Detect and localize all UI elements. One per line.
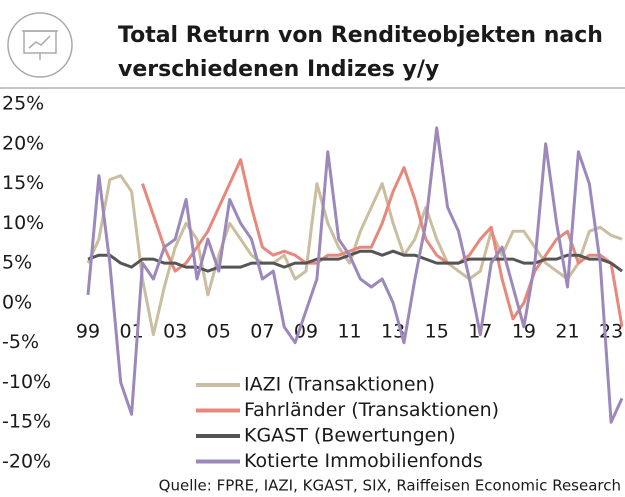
y-tick-label: 5% — [2, 252, 32, 274]
y-tick-label: 0% — [2, 291, 32, 313]
legend-label: IAZI (Transaktionen) — [244, 374, 435, 396]
chart-title: Total Return von Renditeobjekten nach — [118, 23, 603, 48]
x-tick-label: 01 — [119, 320, 143, 342]
series-line — [86, 126, 624, 424]
x-tick-label: 19 — [512, 320, 536, 342]
x-tick-label: 03 — [163, 320, 187, 342]
y-tick-label: 20% — [2, 132, 44, 154]
y-tick-label: 15% — [2, 172, 44, 194]
series-line — [86, 174, 623, 337]
x-tick-label: 21 — [555, 320, 579, 342]
y-tick-label: -5% — [2, 331, 39, 353]
source: Quelle: FPRE, IAZI, KGAST, SIX, Raiffeis… — [159, 477, 621, 495]
legend-label: Fahrländer (Transaktionen) — [244, 399, 499, 421]
legend-label: Kotierte Immobilienfonds — [244, 450, 483, 472]
y-tick-label: 25% — [2, 93, 44, 115]
x-tick-label: 11 — [337, 320, 361, 342]
y-tick-label: 10% — [2, 212, 44, 234]
x-tick-label: 07 — [250, 320, 274, 342]
legend-label: KGAST (Bewertungen) — [244, 425, 456, 447]
chart-title: verschiedenen Indizes y/y — [118, 57, 439, 82]
y-tick-label: -20% — [2, 451, 51, 473]
x-tick-label: 23 — [599, 320, 623, 342]
series-line — [87, 249, 623, 273]
y-tick-label: -10% — [2, 371, 51, 393]
icon — [7, 12, 73, 78]
x-tick-label: 15 — [425, 320, 449, 342]
x-tick-label: 05 — [207, 320, 231, 342]
y-tick-label: -15% — [2, 411, 51, 433]
x-tick-label: 99 — [76, 320, 100, 342]
